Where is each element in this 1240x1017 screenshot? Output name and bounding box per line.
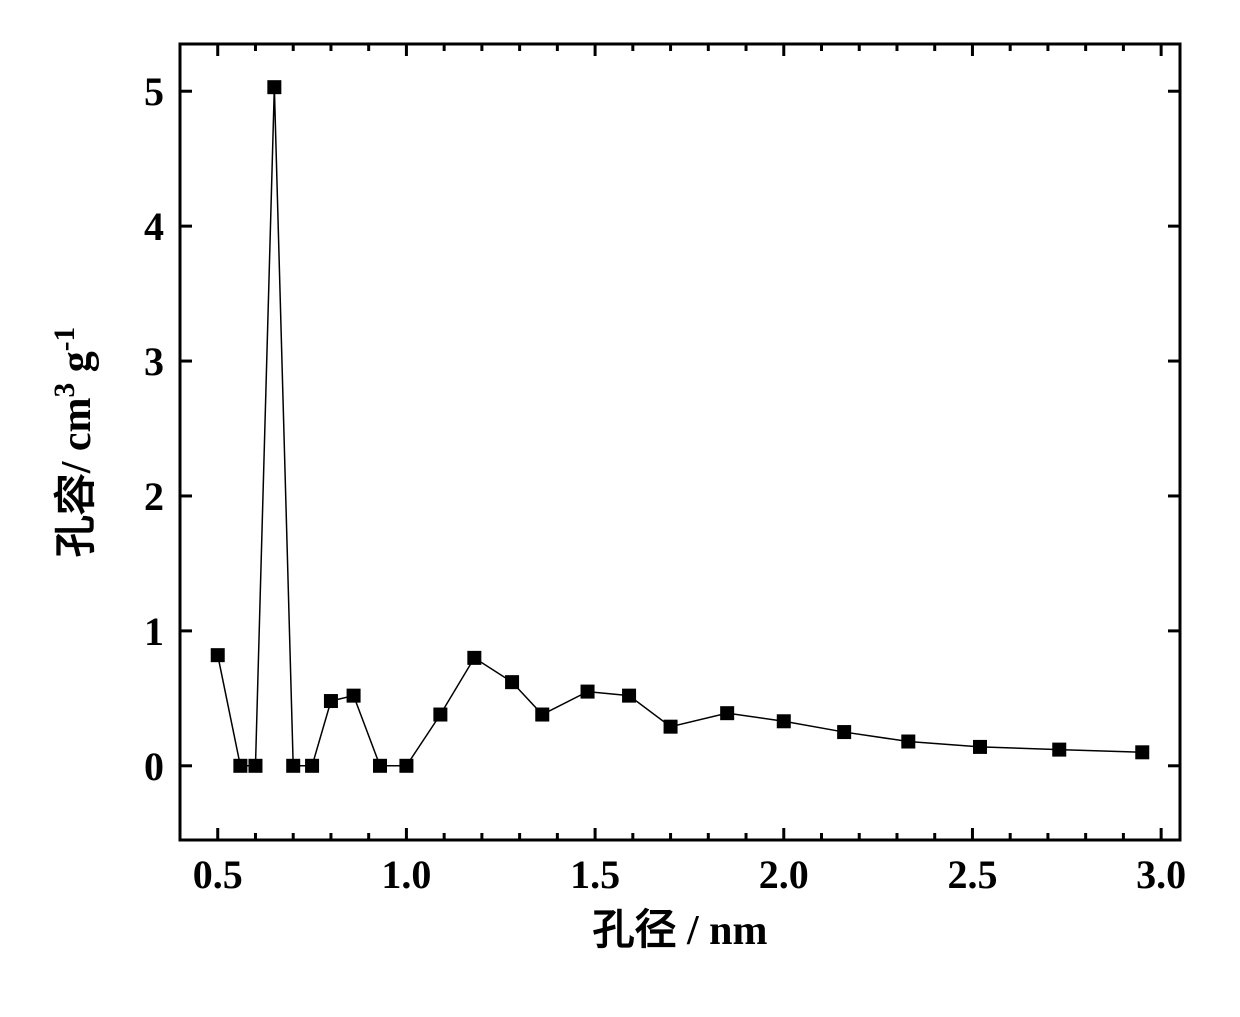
series-marker xyxy=(347,689,361,703)
series-line xyxy=(218,87,1143,766)
series-marker xyxy=(233,759,247,773)
y-tick-label: 3 xyxy=(144,339,164,384)
series-marker xyxy=(286,759,300,773)
y-axis-label: 孔容/ cm3 g-1 xyxy=(49,327,100,558)
y-tick-label: 4 xyxy=(144,204,164,249)
series-marker xyxy=(211,648,225,662)
series-marker xyxy=(664,720,678,734)
series-marker xyxy=(837,725,851,739)
y-tick-label: 5 xyxy=(144,69,164,114)
x-axis-label: 孔径 / nm xyxy=(592,907,767,954)
series-marker xyxy=(433,708,447,722)
x-tick-label: 3.0 xyxy=(1136,852,1186,897)
series-marker xyxy=(324,694,338,708)
series-marker xyxy=(373,759,387,773)
series-marker xyxy=(581,685,595,699)
series-marker xyxy=(467,651,481,665)
series-marker xyxy=(901,735,915,749)
series-marker xyxy=(305,759,319,773)
series-marker xyxy=(399,759,413,773)
y-tick-label: 1 xyxy=(144,609,164,654)
series-marker xyxy=(535,708,549,722)
series-marker xyxy=(248,759,262,773)
series-marker xyxy=(973,740,987,754)
series-marker xyxy=(267,80,281,94)
series-marker xyxy=(505,675,519,689)
x-tick-label: 2.0 xyxy=(759,852,809,897)
x-tick-label: 2.5 xyxy=(947,852,997,897)
x-tick-label: 0.5 xyxy=(193,852,243,897)
x-tick-label: 1.5 xyxy=(570,852,620,897)
series-marker xyxy=(622,689,636,703)
series-marker xyxy=(777,714,791,728)
series-marker xyxy=(1135,745,1149,759)
y-tick-label: 2 xyxy=(144,474,164,519)
chart-svg: 0.5 1.0 1.5 2.0 2.5 3.0 0 1 2 3 4 5 孔径 / nm 孔容/ cm3 g… xyxy=(0,0,1240,1017)
y-tick-label: 0 xyxy=(144,744,164,789)
series-marker xyxy=(1052,743,1066,757)
series-marker xyxy=(720,706,734,720)
x-tick-label: 1.0 xyxy=(381,852,431,897)
pore-distribution-chart: 0.5 1.0 1.5 2.0 2.5 3.0 0 1 2 3 4 5 孔径 / nm 孔容/ cm3 g… xyxy=(0,0,1240,1017)
